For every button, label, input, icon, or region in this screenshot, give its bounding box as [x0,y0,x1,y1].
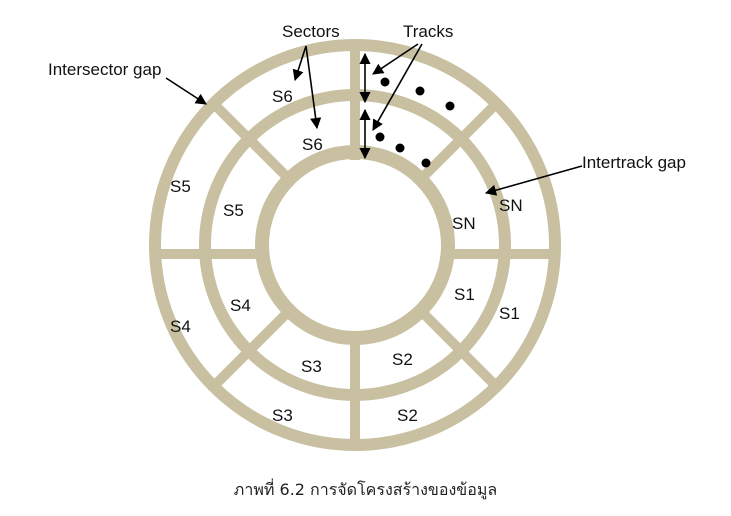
inner-sector-s5: S5 [223,201,244,220]
intertrack-gap-arrow [484,165,583,196]
divider-upper-right [417,97,503,183]
inner-sector-s3: S3 [301,357,322,376]
dot [380,77,390,87]
intertrack-gap-label: Intertrack gap [582,153,686,172]
inner-sector-sn: SN [452,214,476,233]
outer-sector-s3: S3 [272,406,293,425]
outer-sector-s1: S1 [499,304,520,323]
track-ellipsis-dots [375,77,455,168]
dot [445,101,455,111]
inner-sector-s2: S2 [392,350,413,369]
dot [375,132,385,142]
dot [415,86,425,96]
sectors-label: Sectors [282,22,340,41]
sectors-arrow-inner [305,45,322,130]
outer-track-labels: S6 S5 S4 S3 S2 S1 SN [170,87,523,425]
dot [421,158,431,168]
inner-ring [255,145,455,345]
tracks-label: Tracks [403,22,453,41]
intersector-gap-arrow [165,77,207,105]
callout-arrows [165,43,583,196]
outer-sector-s6: S6 [272,87,293,106]
tracks-arrow-outer [372,43,419,75]
outer-sector-sn: SN [499,196,523,215]
sectors-arrow-outer [292,45,307,82]
outer-sector-s5: S5 [170,177,191,196]
inner-track-labels: S6 S5 S4 S3 S2 S1 SN [223,135,476,376]
outer-sector-s2: S2 [397,406,418,425]
inner-sector-s4: S4 [230,296,251,315]
dot [395,143,405,153]
outer-sector-s4: S4 [170,317,191,336]
callout-labels: Sectors Tracks Intersector gap Intertrac… [48,22,686,172]
intersector-gap-label: Intersector gap [48,60,161,79]
inner-sector-s6: S6 [302,135,323,154]
sector-dividers [155,50,555,445]
inner-sector-s1: S1 [454,285,475,304]
divider-lower-right [417,307,503,393]
divider-lower-left [207,307,293,393]
figure-caption: ภาพที่ 6.2 การจัดโครงสร้างของข้อมูล [233,480,498,499]
divider-upper-left [207,97,293,183]
tracks-arrow-inner [372,43,423,131]
